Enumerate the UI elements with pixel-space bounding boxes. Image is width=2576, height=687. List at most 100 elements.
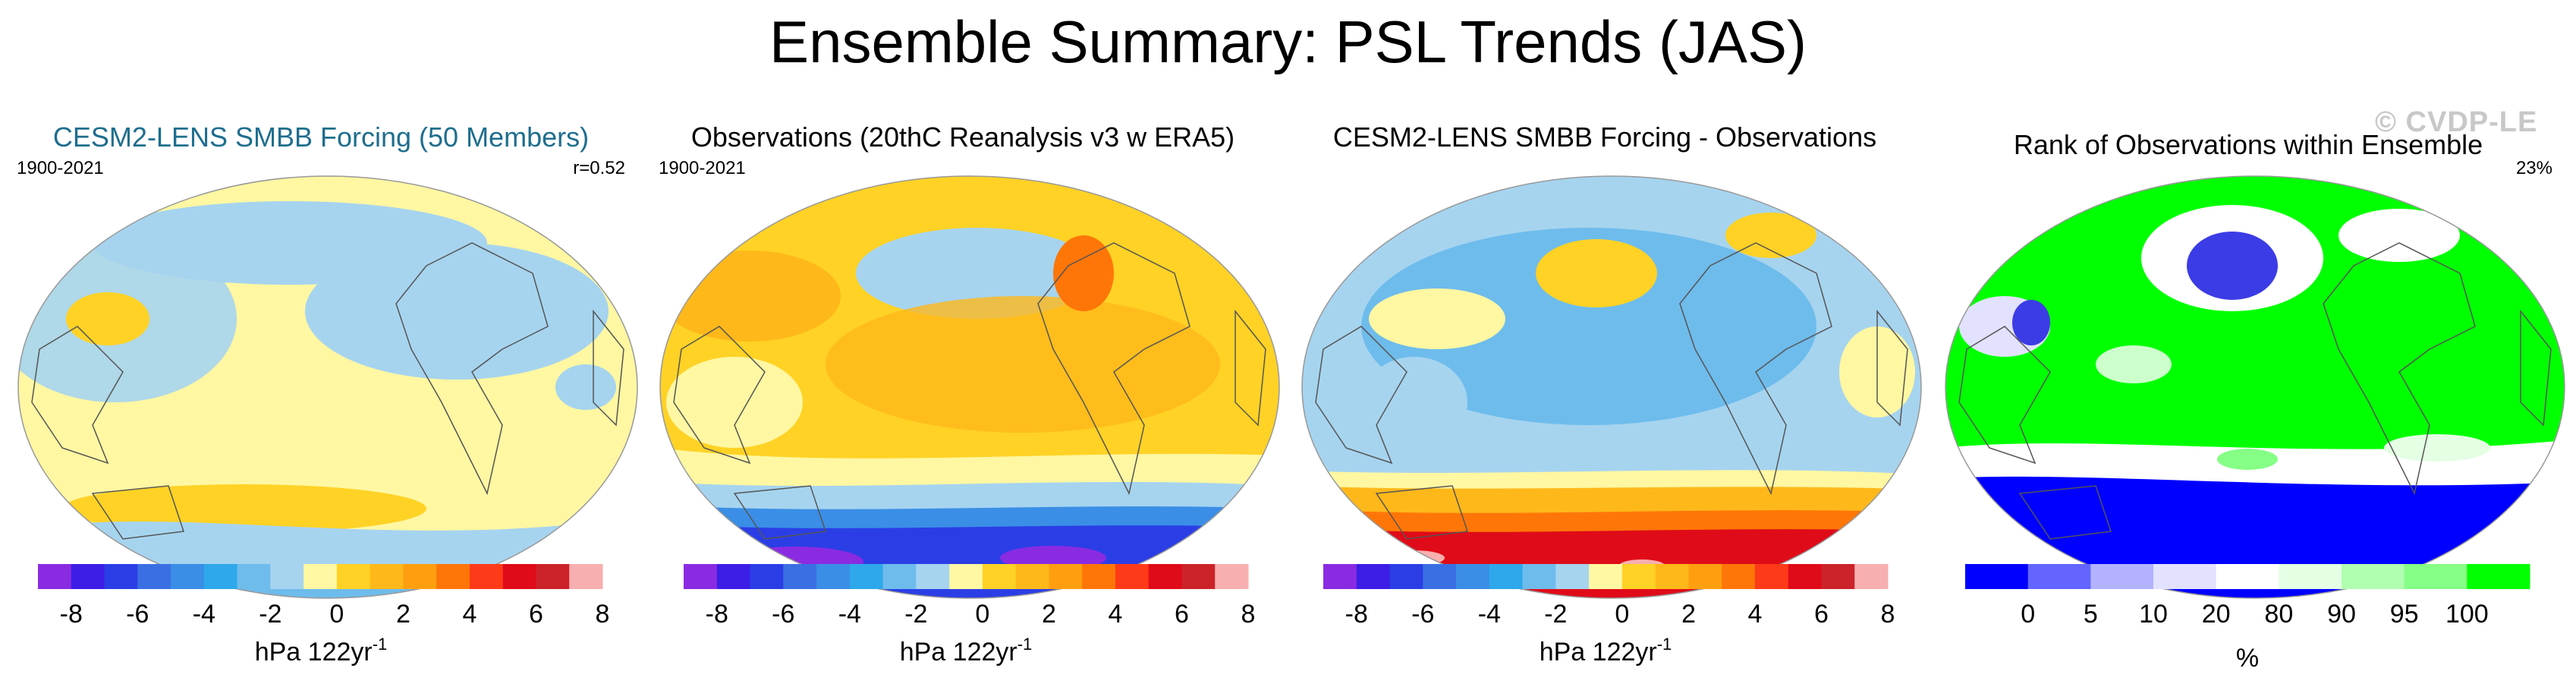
colorbar-swatch: [1589, 564, 1623, 589]
colorbar-tick-label: -2: [259, 600, 282, 629]
colorbar-tick-label: 20: [2202, 600, 2231, 629]
colorbar-swatch: [1555, 564, 1590, 589]
colorbar-tick-label: -2: [904, 600, 927, 629]
colorbar-swatch: [1688, 564, 1722, 589]
rank-percent-label: 23%: [2515, 158, 2552, 178]
colorbar-swatch: [882, 564, 917, 589]
panel-cesm2-lens: CESM2-LENS SMBB Forcing (50 Members) 190…: [0, 114, 642, 687]
colorbar: 0 5 10 20 80 90 95 100 %: [1965, 564, 2530, 673]
panel-title: Rank of Observations within Ensemble: [2013, 129, 2483, 160]
colorbar-tick-label: 2: [1681, 600, 1696, 629]
colorbar-tick-label: 80: [2264, 600, 2293, 629]
colorbar-tick-label: 0: [975, 600, 989, 629]
colorbar-tick-label: 0: [329, 600, 344, 629]
colorbar-swatch: [436, 564, 470, 589]
colorbar-swatch: [1788, 564, 1822, 589]
colorbar-tick-label: 2: [396, 600, 410, 629]
colorbar-tick-label: -6: [126, 600, 149, 629]
colorbar-swatch: [270, 564, 304, 589]
colorbar-tick-label: 0: [1615, 600, 1629, 629]
colorbar-swatch: [1082, 564, 1116, 589]
colorbar-swatch: [304, 564, 338, 589]
colorbar-swatch: [336, 564, 371, 589]
colorbar-tick-label: -8: [1345, 600, 1368, 629]
colorbar-swatch: [1049, 564, 1083, 589]
colorbar-swatch: [1356, 564, 1391, 589]
colorbar-swatch: [1965, 564, 2029, 589]
colorbar-tick-label: -4: [193, 600, 215, 629]
colorbar-label: %: [2236, 644, 2259, 673]
period-label: 1900-2021: [659, 158, 746, 178]
colorbar-swatch: [2279, 564, 2342, 589]
colorbar-swatch: [1456, 564, 1490, 589]
rank-map: [1945, 175, 2565, 599]
colorbar-swatch: [849, 564, 884, 589]
panel-rank: Rank of Observations within Ensemble 23%: [1927, 114, 2569, 687]
colorbar-tick-label: 4: [1108, 600, 1122, 629]
colorbar-tick-label: -6: [772, 600, 794, 629]
colorbar-swatch: [469, 564, 504, 589]
colorbar-swatch: [949, 564, 983, 589]
watermark: © CVDP-LE: [2375, 106, 2538, 138]
colorbar-tick-label: -8: [60, 600, 83, 629]
colorbar-swatch: [2404, 564, 2467, 589]
colorbar-tick-label: -4: [1478, 600, 1501, 629]
colorbar-swatch: [71, 564, 105, 589]
colorbar-tick-label: 90: [2327, 600, 2356, 629]
colorbar-swatch: [2467, 564, 2530, 589]
colorbar-ticks: -8 -6 -4 -2 0 2 4 6 8: [1345, 600, 1895, 629]
colorbar-swatch: [536, 564, 570, 589]
colorbar-swatch: [1115, 564, 1150, 589]
correlation-label: r=0.52: [573, 158, 625, 178]
colorbar-swatch: [982, 564, 1017, 589]
colorbar-tick-label: 8: [1241, 600, 1256, 629]
colorbar-tick-label: -4: [838, 600, 861, 629]
colorbar-swatch: [1181, 564, 1216, 589]
colorbar-swatch: [237, 564, 271, 589]
colorbar-swatch: [783, 564, 817, 589]
colorbar-swatch: [684, 564, 718, 589]
colorbar-swatch: [916, 564, 950, 589]
colorbar: -8 -6 -4 -2 0 2 4 6 8 hPa 122yr-1: [38, 564, 610, 667]
colorbar-swatches: [38, 564, 603, 589]
colorbar-tick-label: 2: [1042, 600, 1056, 629]
colorbar-swatch: [569, 564, 603, 589]
panel-title: CESM2-LENS SMBB Forcing (50 Members): [52, 121, 590, 153]
colorbar-swatch: [1489, 564, 1524, 589]
colorbar-swatch: [816, 564, 851, 589]
colorbar-swatch: [1621, 564, 1656, 589]
colorbar-swatch: [750, 564, 784, 589]
colorbar-ticks: -8 -6 -4 -2 0 2 4 6 8: [706, 600, 1256, 629]
colorbar-swatch: [2342, 564, 2405, 589]
colorbar-swatch: [1821, 564, 1855, 589]
colorbar-ticks: -8 -6 -4 -2 0 2 4 6 8: [60, 600, 610, 629]
colorbar-tick-label: 4: [1747, 600, 1762, 629]
colorbar-swatch: [203, 564, 238, 589]
colorbar-tick-label: -6: [1411, 600, 1434, 629]
colorbar-tick-label: 6: [1175, 600, 1189, 629]
colorbar-swatch: [2090, 564, 2154, 589]
colorbar-swatches: [1323, 564, 1889, 589]
colorbar-label: hPa 122yr-1: [255, 635, 388, 667]
colorbar-tick-label: 6: [529, 600, 543, 629]
colorbar-swatch: [1015, 564, 1049, 589]
colorbar-ticks: 0 5 10 20 80 90 95 100: [2021, 600, 2488, 629]
colorbar-swatch: [502, 564, 536, 589]
colorbar-swatch: [2216, 564, 2279, 589]
colorbar-swatch: [38, 564, 72, 589]
panel-difference: CESM2-LENS SMBB Forcing - Observations: [1284, 114, 1926, 687]
colorbar-swatch: [370, 564, 404, 589]
colorbar-swatch: [1423, 564, 1457, 589]
colorbar-swatch: [137, 564, 171, 589]
colorbar-swatch: [1148, 564, 1182, 589]
colorbar-swatch: [1215, 564, 1249, 589]
colorbar-swatch: [1522, 564, 1556, 589]
panel-observations: Observations (20thC Reanalysis v3 w ERA5…: [642, 114, 1284, 687]
colorbar-swatch: [171, 564, 205, 589]
colorbar-tick-label: 5: [2084, 600, 2098, 629]
panel-title: Observations (20thC Reanalysis v3 w ERA5…: [690, 121, 1235, 153]
colorbar-tick-label: 6: [1814, 600, 1829, 629]
colorbar-swatch: [1854, 564, 1889, 589]
colorbar-swatch: [2027, 564, 2091, 589]
colorbar-swatch: [1754, 564, 1789, 589]
